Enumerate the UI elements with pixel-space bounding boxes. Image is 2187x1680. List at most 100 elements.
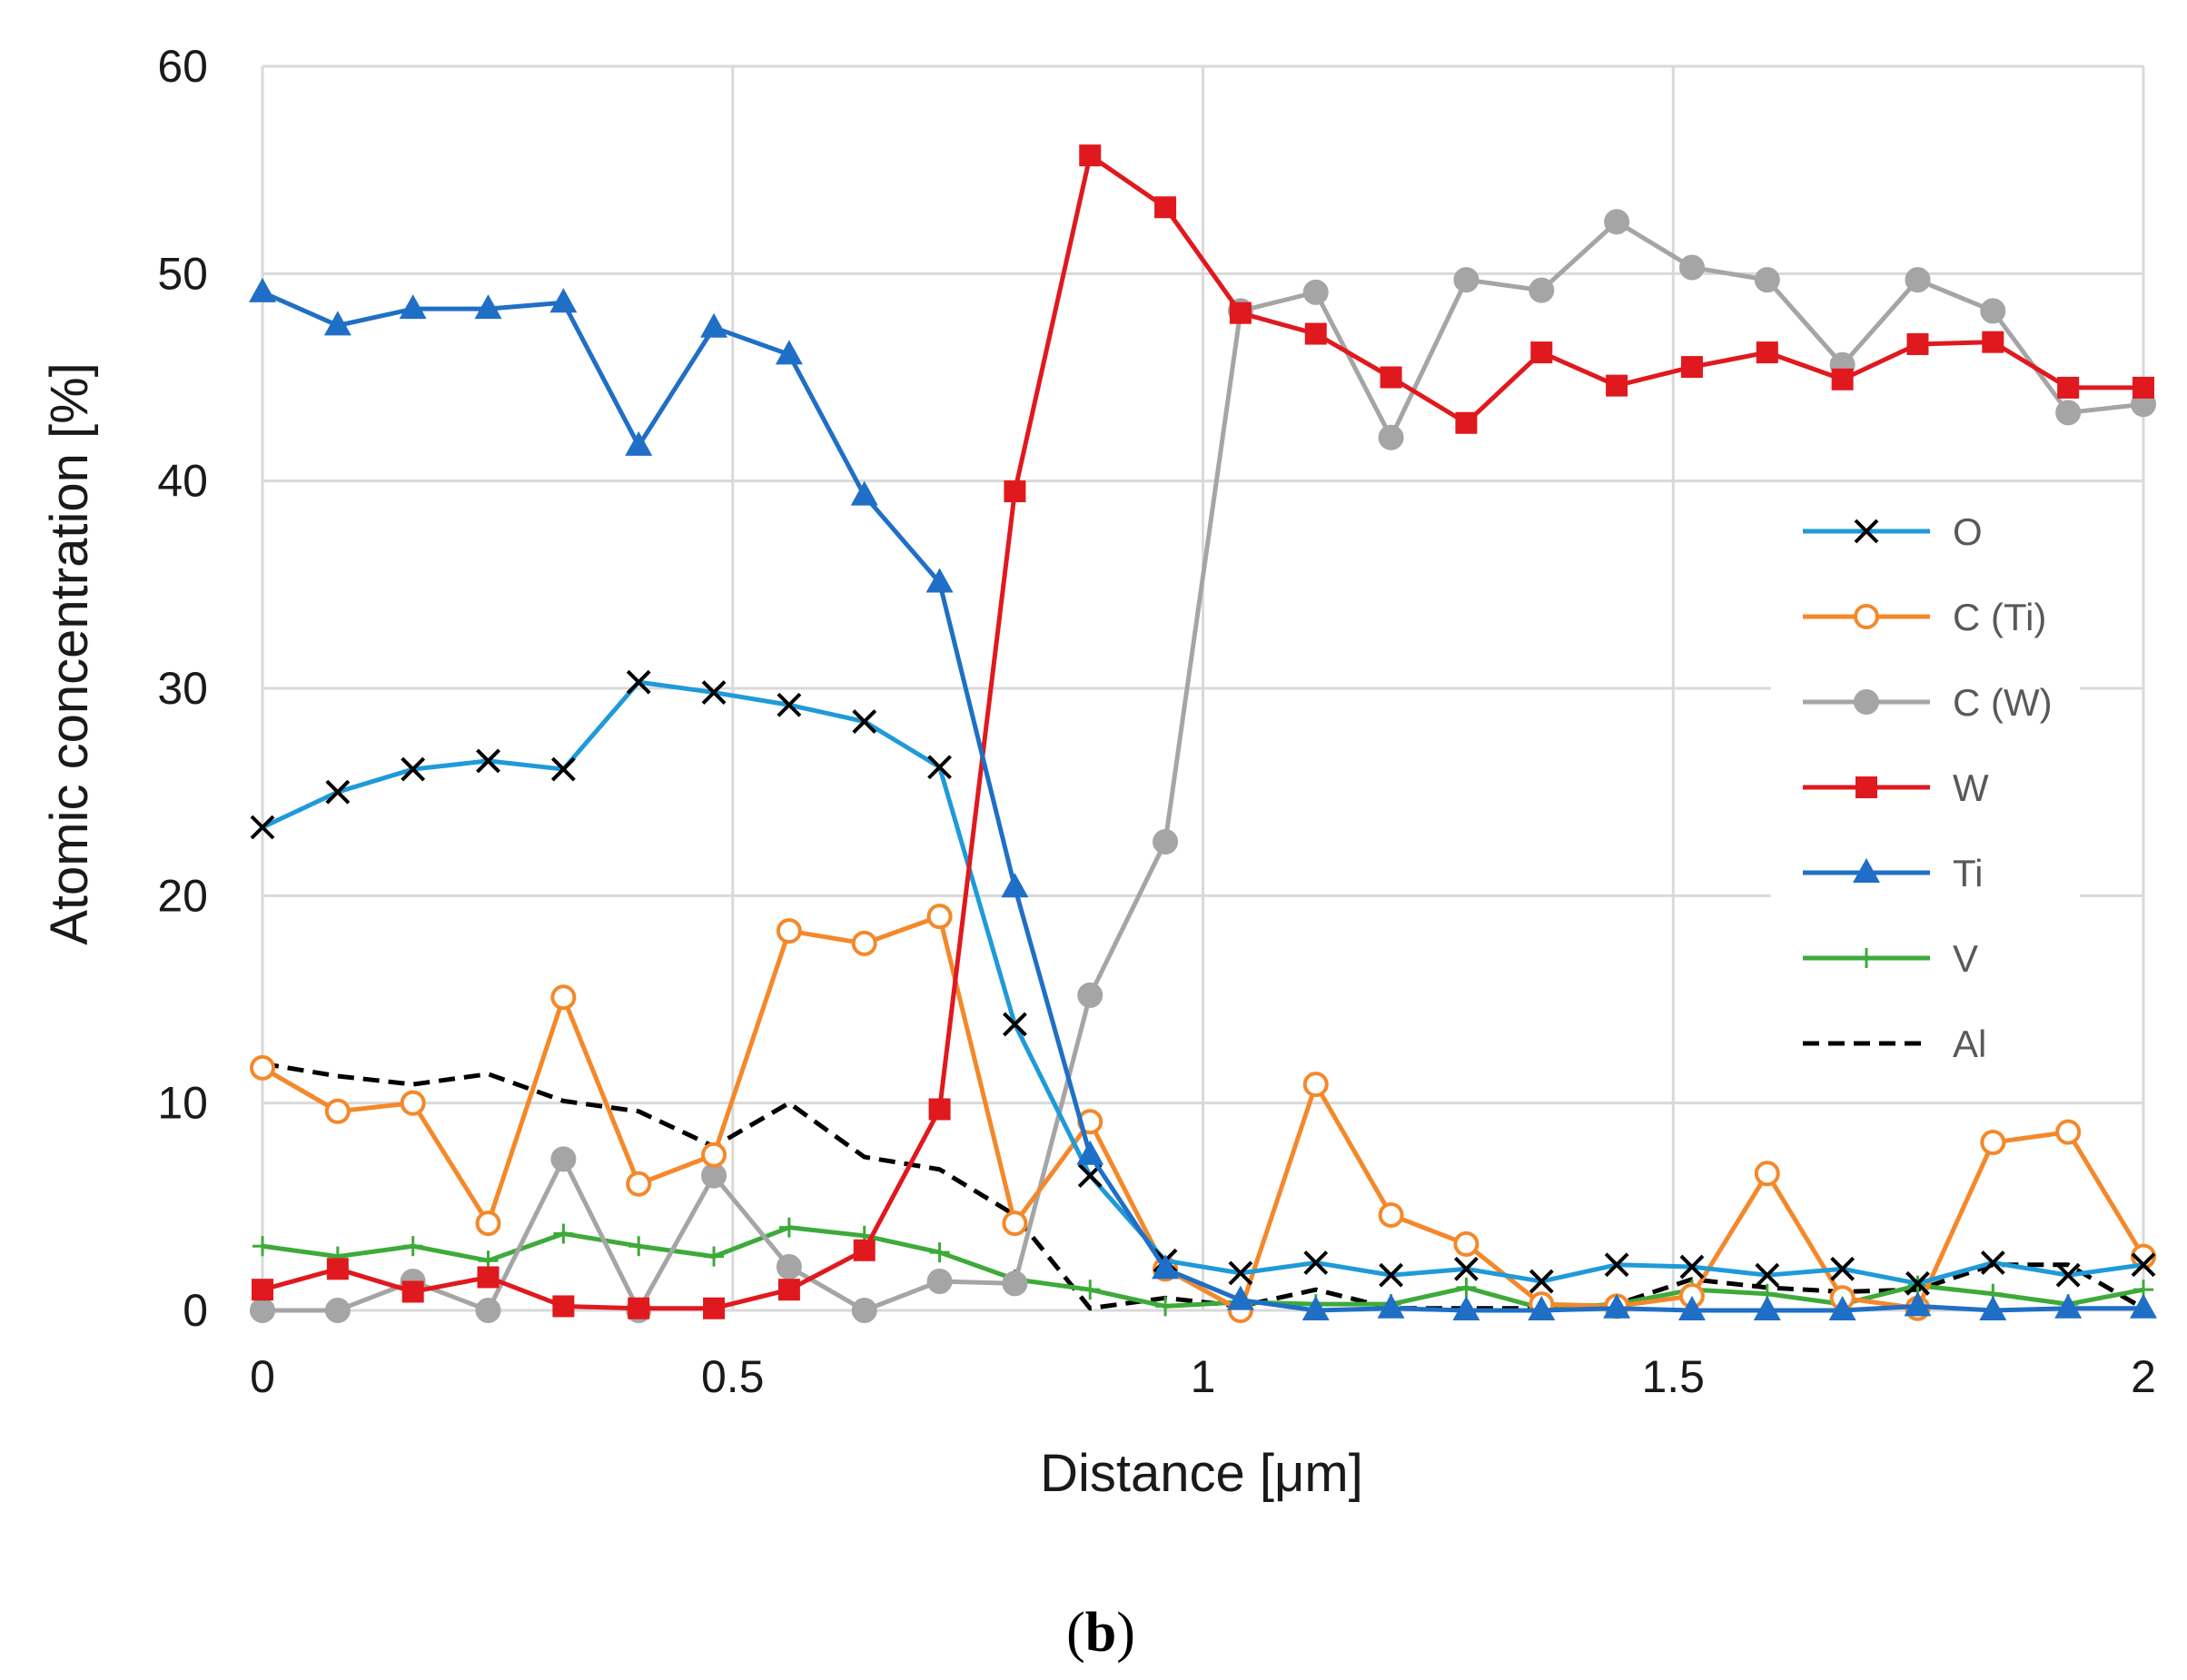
y-tick-label: 10 [157, 1078, 208, 1129]
legend-item: W [1803, 766, 1989, 809]
data-point [1228, 1260, 1253, 1286]
series-ti [249, 277, 2157, 1320]
data-point [325, 779, 351, 805]
data-point [1979, 1296, 2007, 1320]
data-point [475, 1211, 501, 1237]
data-point [1378, 1201, 1404, 1228]
data-point [401, 756, 426, 782]
legend-item: Al [1803, 1023, 1986, 1065]
data-point [1002, 1270, 1028, 1297]
data-point [628, 1236, 649, 1257]
legend-label: O [1953, 510, 1983, 553]
x-tick-label: 1 [1191, 1351, 1216, 1402]
data-point [552, 1295, 575, 1318]
caption-letter: b [1085, 1602, 1116, 1664]
data-point [399, 294, 427, 320]
data-point [1302, 1072, 1329, 1098]
data-point [1302, 279, 1329, 305]
data-point [2055, 400, 2082, 426]
data-point [1303, 1250, 1329, 1275]
data-point [1080, 1280, 1101, 1300]
series-line-c-w [262, 219, 2144, 1313]
data-point [252, 1236, 272, 1257]
data-point [851, 1298, 877, 1323]
data-point [1606, 374, 1628, 397]
legend: O C (Ti) C (W) W Ti V Al [1771, 486, 2080, 1067]
data-point [401, 1280, 424, 1303]
data-point [550, 1146, 577, 1172]
y-tick-labels: 0 10 20 30 40 50 60 [157, 41, 208, 1336]
data-point [925, 568, 954, 593]
data-point [929, 1242, 950, 1263]
series-v [252, 1217, 2153, 1319]
data-point [1155, 1296, 1176, 1317]
legend-marker [1853, 858, 1880, 883]
legend-marker [1854, 604, 1879, 629]
data-point [851, 930, 877, 956]
series-line-v [262, 1225, 2144, 1311]
data-point [1077, 982, 1103, 1008]
data-point [1830, 1256, 1855, 1281]
x-tick-label: 1.5 [1641, 1351, 1705, 1402]
data-point [1076, 1140, 1104, 1165]
legend-label: V [1953, 937, 1978, 980]
data-point [1453, 267, 1479, 293]
data-point [703, 1297, 726, 1319]
series-line-ti [261, 290, 2143, 1313]
y-tick-label: 30 [157, 663, 208, 714]
caption-close: ) [1116, 1602, 1135, 1664]
data-point [926, 904, 953, 930]
data-point [1831, 368, 1854, 390]
series-w [252, 144, 2154, 1319]
data-point [1530, 341, 1553, 364]
data-point [2133, 376, 2154, 399]
data-point [324, 1298, 351, 1323]
data-point [778, 1217, 799, 1238]
legend-label: Al [1953, 1023, 1986, 1065]
y-tick-label: 50 [157, 248, 208, 299]
data-point [1229, 301, 1252, 324]
data-point [926, 1269, 953, 1295]
data-point [625, 430, 653, 456]
data-point [1529, 1269, 1554, 1294]
series-lines [249, 144, 2157, 1323]
data-point [1982, 331, 2004, 353]
data-point [704, 1246, 725, 1267]
data-point [1754, 1161, 1780, 1187]
x-tick-label: 0.5 [701, 1351, 765, 1402]
data-point [1379, 1262, 1404, 1288]
figure-caption: (b) [1066, 1602, 1135, 1664]
data-point [1603, 1293, 1631, 1319]
data-point [1756, 341, 1778, 364]
legend-item: Ti [1803, 852, 1983, 894]
legend-label: C (Ti) [1953, 596, 2046, 638]
data-point [777, 692, 802, 717]
data-point [2131, 1243, 2156, 1270]
data-point [1604, 1252, 1629, 1278]
data-point [1754, 267, 1780, 293]
data-point [250, 1298, 275, 1323]
data-point [402, 1236, 423, 1257]
data-point [1304, 322, 1327, 345]
data-point [626, 1171, 652, 1197]
data-point [323, 311, 351, 336]
x-axis-title: Distance [μm] [1040, 1444, 1363, 1503]
data-point [1755, 1262, 1780, 1288]
data-point [1679, 1254, 1705, 1280]
data-point [626, 669, 651, 695]
y-tick-label: 20 [157, 870, 208, 921]
y-axis-title: Atomic concentration [%] [40, 362, 99, 945]
data-point [550, 984, 577, 1011]
series-line-c-ti [261, 914, 2146, 1313]
data-point [1905, 1270, 1930, 1296]
data-point [252, 1279, 273, 1301]
x-tick-label: 2 [2131, 1351, 2156, 1402]
legend-item: O [1803, 510, 1983, 553]
data-point [853, 1239, 876, 1261]
legend-item: C (W) [1803, 681, 2053, 724]
data-point [250, 1054, 275, 1081]
data-point [1301, 1296, 1330, 1320]
data-point [775, 340, 803, 365]
data-point [927, 755, 952, 780]
